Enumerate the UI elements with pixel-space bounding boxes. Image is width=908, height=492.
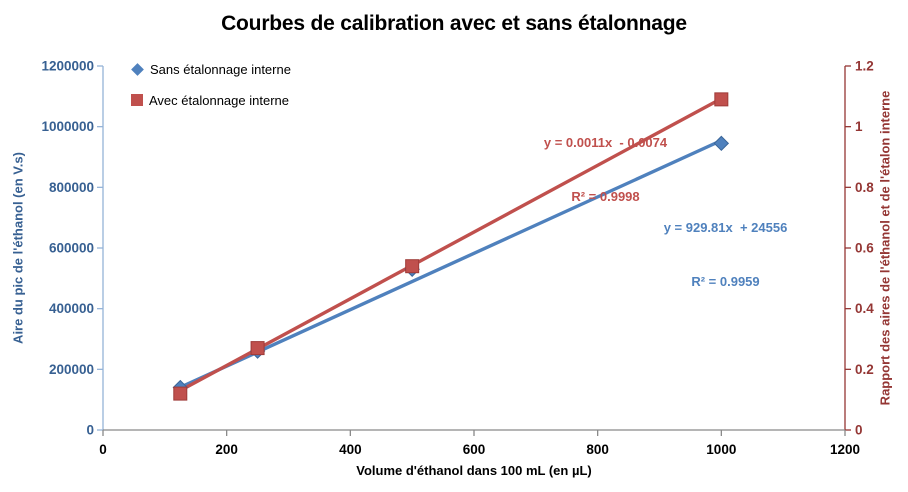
diamond-marker-icon — [131, 62, 144, 76]
chart-title: Courbes de calibration avec et sans étal… — [221, 12, 687, 35]
data-point-square — [714, 92, 729, 107]
legend-item-sans-etalonnage: Sans étalonnage interne — [131, 61, 291, 77]
y-right-tick-label: 1.2 — [855, 59, 874, 74]
y-left-tick-label: 400000 — [49, 301, 94, 316]
data-point-square — [250, 341, 265, 356]
x-tick-label: 800 — [586, 442, 609, 457]
y-left-tick-label: 0 — [86, 423, 94, 438]
square-marker-icon — [131, 94, 143, 106]
y-left-tick-label: 800000 — [49, 180, 94, 195]
y-right-tick-label: 0.2 — [855, 362, 874, 377]
equation-text-sans: y = 929.81x + 24556 — [663, 220, 788, 235]
trendline-equation-sans: y = 929.81x + 24556 R² = 0.9959 — [638, 183, 813, 327]
equation-text-avec: y = 0.0011x - 0.0074 — [543, 135, 668, 150]
trendline-avec — [178, 96, 724, 393]
y-right-tick-label: 0.6 — [855, 241, 874, 256]
x-tick-label: 200 — [215, 442, 238, 457]
data-point-square — [405, 259, 420, 274]
legend-label-sans: Sans étalonnage interne — [150, 61, 291, 77]
y-right-axis-title: Rapport des aires de l'éthanol et de l'é… — [877, 90, 893, 406]
data-point-square — [173, 386, 188, 401]
x-axis-title: Volume d'éthanol dans 100 mL (en µL) — [356, 463, 592, 478]
data-point-diamond — [713, 135, 730, 152]
y-left-tick-label: 1200000 — [41, 59, 94, 74]
x-tick-label: 1200 — [830, 442, 860, 457]
trendline-equation-avec: y = 0.0011x - 0.0074 R² = 0.9998 — [518, 98, 693, 242]
legend-item-avec-etalonnage: Avec étalonnage interne — [131, 92, 291, 108]
y-right-tick-label: 1 — [855, 119, 863, 134]
legend: Sans étalonnage interne Avec étalonnage … — [131, 61, 291, 123]
y-right-tick-label: 0 — [855, 423, 863, 438]
trendline-sans — [178, 138, 724, 389]
x-tick-label: 400 — [339, 442, 362, 457]
r-squared-avec: R² = 0.9998 — [571, 189, 640, 204]
y-left-tick-label: 200000 — [49, 362, 94, 377]
x-tick-label: 1000 — [706, 442, 736, 457]
x-tick-label: 600 — [463, 442, 486, 457]
legend-label-avec: Avec étalonnage interne — [149, 92, 289, 108]
x-tick-label: 0 — [99, 442, 107, 457]
y-left-tick-label: 600000 — [49, 241, 94, 256]
y-left-axis-title: Aire du pic de l'éthanol (en V.s) — [10, 152, 26, 344]
r-squared-sans: R² = 0.9959 — [691, 274, 760, 289]
y-left-tick-label: 1000000 — [41, 119, 94, 134]
y-right-tick-label: 0.4 — [855, 301, 874, 316]
y-right-tick-label: 0.8 — [855, 180, 874, 195]
